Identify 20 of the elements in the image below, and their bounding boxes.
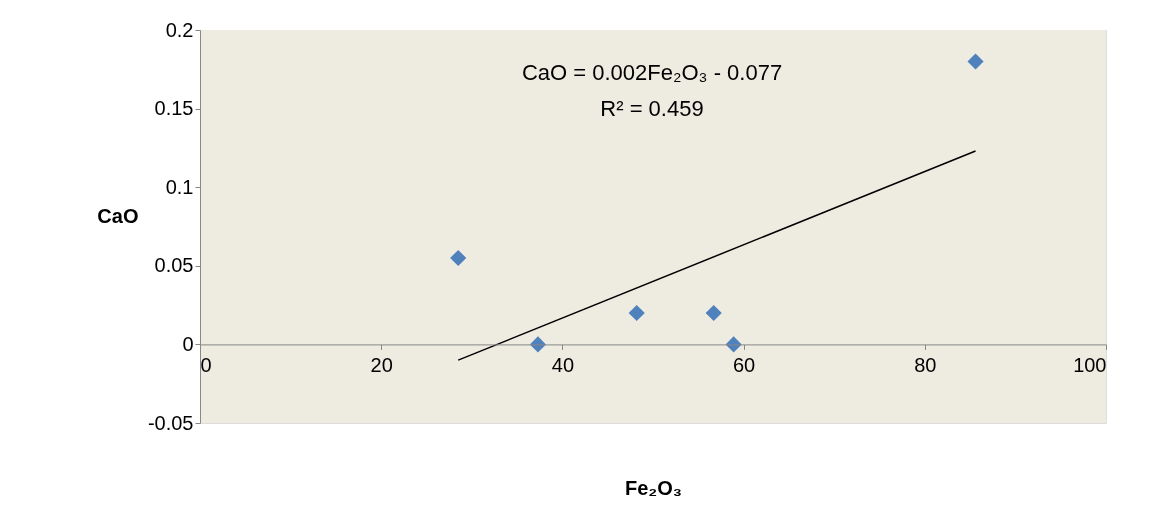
x-tick-label: 40 — [551, 353, 575, 376]
x-tick-label: 0 — [200, 353, 212, 376]
x-tick-label: 100 — [1073, 353, 1107, 376]
y-axis-title: CaO — [97, 205, 139, 227]
point — [450, 249, 467, 266]
point — [628, 304, 645, 322]
point — [705, 304, 722, 322]
y-tick-label: 0 — [182, 332, 194, 355]
y-tick-label: 0.1 — [165, 175, 194, 198]
y-tick-label: 0.05 — [154, 254, 194, 277]
x-tick-label: 60 — [732, 353, 756, 376]
y-tick-label: -0.05 — [147, 411, 194, 434]
x-tick-label: 20 — [370, 353, 393, 376]
point — [967, 53, 984, 70]
x-axis-title: Fe₂O₃ — [624, 476, 683, 499]
y-tick-label: 0.15 — [154, 97, 194, 120]
annotation: CaO = 0.002Fe₂O₃ - 0.077 — [521, 60, 783, 85]
y-tick-label: 0.2 — [165, 18, 194, 41]
x-tick-label: 80 — [914, 353, 937, 376]
annotation: R² = 0.459 — [600, 96, 704, 121]
